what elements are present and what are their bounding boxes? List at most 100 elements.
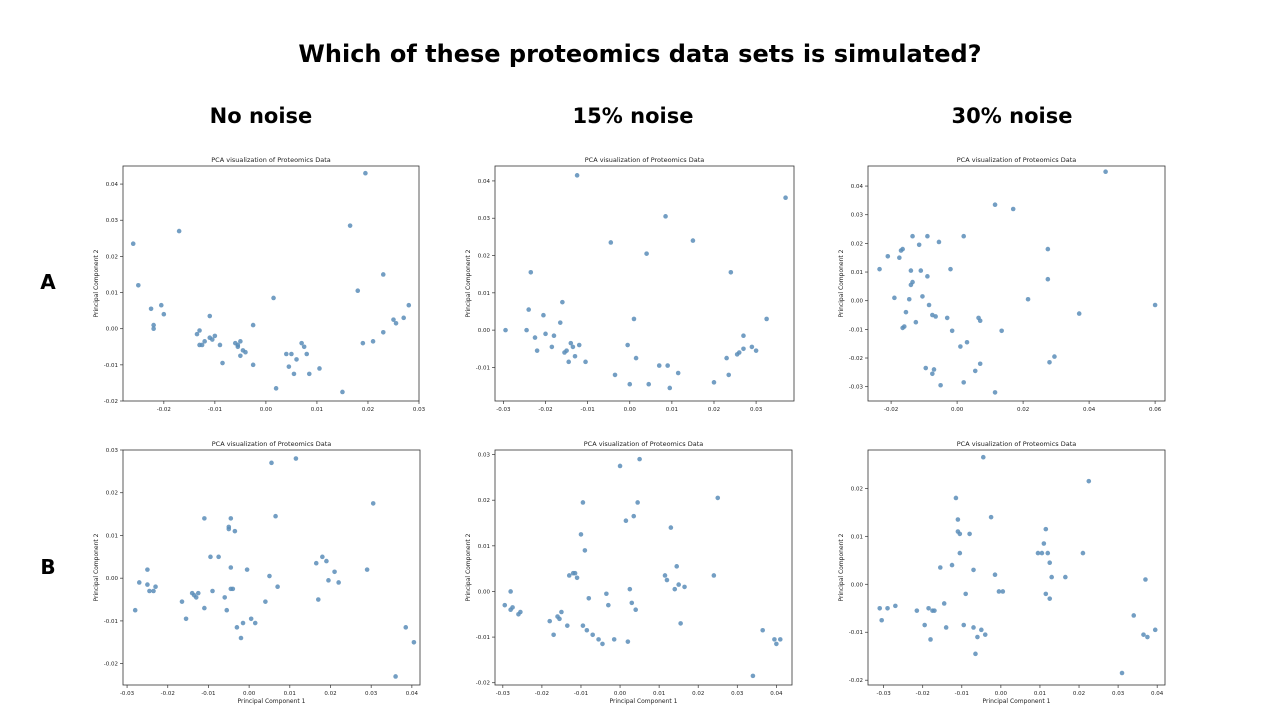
- scatter-panel-b-15-noise-point-23: [596, 637, 601, 642]
- scatter-panel-a-15-noise-ytick-label-2: 0.01: [478, 291, 490, 297]
- scatter-panel-b-15-noise-point-3: [510, 605, 515, 610]
- scatter-panel-b-30-noise-ytick-label-4: 0.02: [851, 486, 863, 492]
- scatter-panel-b-30-noise-point-40: [1047, 560, 1053, 566]
- scatter-panel-b-30-noise-point-43: [1080, 550, 1086, 556]
- page-title: Which of these proteomics data sets is s…: [298, 40, 982, 68]
- scatter-panel-a-15-noise-point-9: [551, 333, 557, 339]
- scatter-panel-b-no-noise-point-32: [252, 620, 258, 626]
- scatter-panel-a-30-noise-ytick-label-6: 0.03: [851, 213, 864, 219]
- scatter-panel-b-no-noise-point-15: [208, 554, 213, 560]
- scatter-panel-b-no-noise-point-39: [313, 560, 319, 566]
- scatter-panel-a-30-noise-point-3: [897, 255, 902, 261]
- scatter-panel-b-15-noise-point-15: [574, 575, 580, 581]
- scatter-panel-a-15-noise-point-24: [627, 381, 633, 387]
- scatter-panel-b-30-noise-point-20: [963, 591, 968, 597]
- scatter-panel-b-no-noise-point-0: [132, 607, 138, 613]
- scatter-panel-a-30-noise-xtick-label-2: 0.02: [1017, 407, 1029, 413]
- scatter-panel-b-30-noise-ytick-label-0: -0.02: [849, 678, 863, 684]
- scatter-panel-b-30-noise-point-34: [1039, 550, 1045, 556]
- scatter-panel-b-no-noise-point-46: [364, 567, 370, 572]
- scatter-panel-b-30-noise-xtick-label-1: -0.02: [916, 691, 930, 697]
- scatter-panel-b-15-noise-xtick-label-7: 0.04: [770, 691, 783, 697]
- scatter-panel-a-no-noise-point-8: [194, 331, 200, 337]
- scatter-panel-a-no-noise-xtick-label-2: 0.00: [260, 407, 273, 413]
- scatter-panel-a-no-noise-point-7: [176, 228, 182, 234]
- scatter-panel-a-15-noise-point-14: [566, 359, 571, 365]
- scatter-panel-a-15-noise-point-46: [783, 195, 788, 201]
- scatter-panel-a-30-noise-xtick-label-1: 0.00: [951, 407, 964, 413]
- scatter-panel-a-15-noise-point-30: [663, 214, 668, 219]
- scatter-panel-b-30-noise-point-45: [1119, 670, 1125, 676]
- scatter-panel-b-15-noise-point-28: [617, 463, 623, 469]
- scatter-panel-a-30-noise-ytick-label-1: -0.02: [849, 356, 863, 362]
- scatter-panel-b-no-noise-point-14: [202, 605, 207, 611]
- scatter-panel-a-15-noise-ytick-label-1: 0.00: [478, 328, 491, 334]
- scatter-panel-a-15-noise-point-7: [543, 331, 548, 337]
- scatter-panel-a-15-noise-point-38: [728, 270, 734, 275]
- scatter-panel-b-30-noise-point-28: [982, 632, 988, 637]
- scatter-panel-a-30-noise-xtick-label-4: 0.06: [1149, 407, 1162, 413]
- scatter-panel-b-30-noise-point-21: [967, 531, 972, 537]
- scatter-panel-a-no-noise-point-18: [220, 360, 225, 366]
- scatter-panel-a-15-noise-xtick-label-6: 0.03: [750, 407, 763, 413]
- scatter-panel-b-30-noise-point-30: [992, 572, 998, 577]
- scatter-panel-a-15-noise-xtick-label-0: -0.03: [496, 407, 511, 413]
- scatter-panel-a-15-noise-point-22: [612, 372, 618, 378]
- scatter-panel-a-15-noise-point-44: [753, 348, 759, 353]
- scatter-panel-a-30-noise-point-45: [1045, 276, 1051, 282]
- scatter-panel-b-30-noise-ytick-label-2: 0.00: [851, 582, 864, 588]
- scatter-panel-b-30-noise-ylabel: Principal Component 2: [838, 533, 845, 601]
- scatter-panel-b-15-noise-point-46: [715, 495, 721, 501]
- scatter-panel-b-30-noise-point-35: [1041, 541, 1047, 546]
- scatter-panel-b-15-noise-title: PCA visualization of Proteomics Data: [584, 440, 704, 448]
- scatter-panel-a-no-noise-point-2: [148, 306, 154, 312]
- scatter-panel-a-no-noise-ytick-label-5: 0.03: [106, 218, 119, 224]
- scatter-panel-b-15-noise-point-40: [672, 586, 678, 592]
- scatter-panel-b-30-noise-point-18: [957, 550, 963, 556]
- scatter-panel-b-30-noise-xtick-label-7: 0.04: [1151, 691, 1164, 697]
- scatter-panel-a-15-noise-point-26: [633, 355, 639, 361]
- scatter-panel-a-30-noise-point-50: [1152, 302, 1158, 308]
- scatter-panel-a-15-noise-point-5: [534, 348, 540, 353]
- scatter-panel-a-15-noise-ytick-label-3: 0.02: [478, 254, 490, 260]
- scatter-panel-b-no-noise-point-44: [332, 569, 337, 575]
- scatter-panel-b-30-noise-point-2: [885, 605, 890, 611]
- scatter-panel-b-15-noise-point-1: [508, 589, 513, 594]
- scatter-panel-b-no-noise-point-5: [151, 588, 156, 594]
- scatter-panel-b-no-noise-point-7: [179, 599, 185, 604]
- scatter-panel-b-15-noise-xtick-label-6: 0.03: [731, 691, 744, 697]
- scatter-panel-b-30-noise-point-4: [914, 608, 920, 613]
- scatter-panel-b-30-noise-ytick-label-1: -0.01: [849, 630, 863, 636]
- scatter-panel-a-15-noise-point-27: [644, 251, 649, 256]
- scatter-panel-a-30-noise-point-34: [964, 339, 970, 345]
- scatter-panel-b-30-noise-xlabel: Principal Component 1: [982, 698, 1050, 705]
- scatter-panel-a-30-noise-point-46: [1047, 360, 1052, 365]
- scatter-panel-b-15-noise-point-5: [518, 609, 523, 615]
- scatter-panel-a-15-noise-frame: [494, 165, 795, 402]
- scatter-panel-a-no-noise-ytick-label-3: 0.01: [106, 291, 118, 297]
- scatter-panel-a-30-noise-point-43: [1025, 296, 1031, 302]
- scatter-panel-b-no-noise-point-30: [244, 567, 250, 572]
- scatter-panel-b-no-noise-point-25: [230, 586, 236, 592]
- scatter-panel-b-15-noise-ytick-label-2: 0.00: [478, 589, 491, 595]
- scatter-panel-a-30-noise-ytick-label-2: -0.01: [849, 327, 863, 333]
- scatter-panel-b-no-noise-point-38: [293, 456, 299, 461]
- scatter-panel-b-30-noise-xtick-label-4: 0.01: [1034, 691, 1046, 697]
- scatter-panel-a-30-noise-point-23: [930, 371, 935, 377]
- scatter-panel-b-15-noise-point-6: [547, 618, 553, 624]
- scatter-panel-a-30-noise-point-48: [1076, 311, 1082, 316]
- scatter-panel-b-30-noise-point-3: [893, 603, 898, 609]
- scatter-panel-a-15-noise-point-8: [549, 344, 555, 350]
- scatter-panel-a-15-noise-xtick-label-1: -0.02: [538, 407, 552, 413]
- scatter-panel-b-no-noise-point-49: [403, 625, 409, 630]
- scatter-panel-b-15-noise-point-39: [668, 525, 674, 530]
- scatter-panel-b-15-noise-point-48: [760, 627, 765, 633]
- scatter-panel-b-15-noise-point-19: [582, 548, 588, 553]
- scatter-panel-a-15-noise-point-4: [532, 335, 538, 340]
- scatter-panel-a-no-noise-frame: [122, 165, 420, 402]
- scatter-panel-a-no-noise-point-50: [401, 315, 406, 321]
- scatter-panel-b-30-noise-xtick-label-2: -0.01: [955, 691, 969, 697]
- scatter-panel-b-no-noise-ytick-label-0: -0.02: [104, 662, 118, 668]
